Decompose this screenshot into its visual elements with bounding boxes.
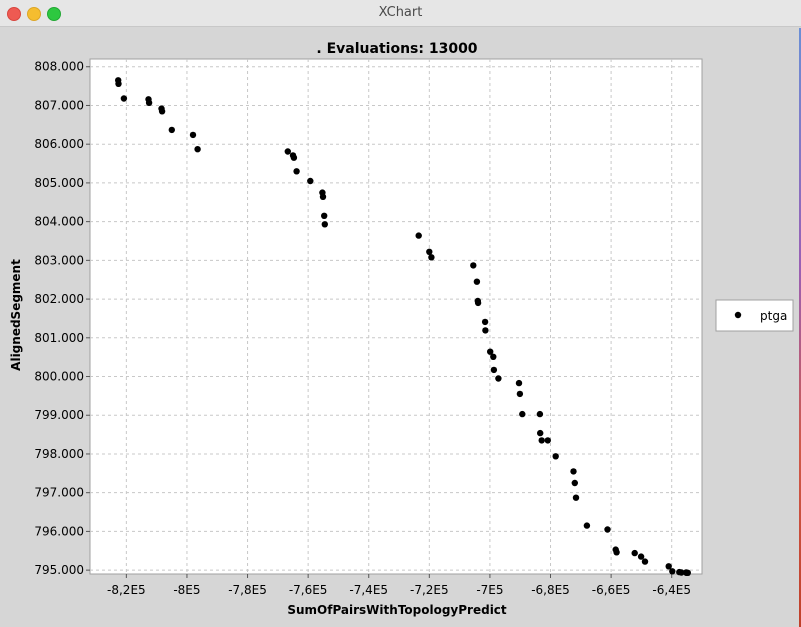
data-point <box>669 568 676 575</box>
y-tick-label: 804.000 <box>34 215 84 229</box>
desktop-edge <box>799 28 801 627</box>
data-point <box>307 177 314 185</box>
data-point <box>637 553 645 560</box>
data-point <box>284 148 291 155</box>
data-point <box>158 108 166 115</box>
data-point <box>515 379 523 387</box>
data-point <box>552 453 559 460</box>
y-axis-label: AlignedSegment <box>9 259 23 371</box>
data-point <box>604 526 611 533</box>
x-tick-label: -8,2E5 <box>107 583 146 597</box>
data-point <box>684 569 691 576</box>
x-tick-label: -7,4E5 <box>349 583 388 597</box>
grid <box>90 59 702 574</box>
legend-box <box>715 299 794 332</box>
scatter-chart: -8,2E5 -8E5 -7,8E5 -7,6E5 -7,4E5 -7,2E5 -7E5 -6… <box>9 41 794 617</box>
x-tick-label: -7,6E5 <box>289 583 328 597</box>
data-point <box>145 99 153 107</box>
data-point <box>536 410 544 418</box>
data-point <box>495 375 502 382</box>
data-points <box>115 77 691 576</box>
data-point <box>571 479 578 487</box>
data-point <box>641 558 649 565</box>
data-point <box>474 299 482 307</box>
x-tick-label: -7,8E5 <box>228 583 267 597</box>
data-point <box>583 522 591 529</box>
data-point <box>290 154 298 161</box>
data-point <box>487 348 494 355</box>
data-point <box>482 327 489 334</box>
y-tick-label: 796.000 <box>34 524 84 538</box>
x-tick-label: -7E5 <box>476 583 503 597</box>
data-point <box>481 318 489 326</box>
data-point <box>473 278 481 285</box>
y-tick-label: 808.000 <box>34 60 84 74</box>
x-tick-label: -6,8E5 <box>531 583 570 597</box>
x-tick-label: -8E5 <box>173 583 200 597</box>
y-tick-label: 799.000 <box>34 408 84 422</box>
legend-marker <box>734 311 742 319</box>
data-point <box>572 494 580 501</box>
y-tick-label: 803.000 <box>34 253 84 267</box>
data-point <box>426 248 433 255</box>
y-tick-label: 795.000 <box>34 563 84 577</box>
x-tick-label: -6,6E5 <box>592 583 631 597</box>
legend-label-ptga: ptga <box>760 309 787 323</box>
close-window-button[interactable] <box>7 7 21 21</box>
data-point <box>293 168 300 175</box>
y-tick-label: 801.000 <box>34 331 84 345</box>
data-point <box>470 262 477 269</box>
zoom-window-button[interactable] <box>47 7 61 21</box>
legend: ptga <box>715 299 794 332</box>
x-tick-label: -7,2E5 <box>410 583 449 597</box>
data-point <box>570 468 577 475</box>
x-tick-label: -6,4E5 <box>652 583 691 597</box>
data-point <box>319 193 327 200</box>
data-point <box>321 221 328 228</box>
window-title: XChart <box>378 5 423 20</box>
data-point <box>189 131 197 139</box>
data-point <box>194 146 201 153</box>
data-point <box>537 429 544 437</box>
chart-title: . Evaluations: 13000 <box>316 41 477 57</box>
data-point <box>428 254 435 261</box>
data-point <box>613 549 620 556</box>
data-point <box>631 549 638 557</box>
plot-area <box>89 58 703 575</box>
data-point <box>519 410 526 418</box>
data-point <box>544 437 551 444</box>
data-point <box>490 353 497 360</box>
x-axis-label: SumOfPairsWithTopologyPredict <box>287 603 507 617</box>
y-tick-label: 797.000 <box>34 486 84 500</box>
axis-ticks: -8,2E5 -8E5 -7,8E5 -7,6E5 -7,4E5 -7,2E5 -7E5 -6… <box>34 60 691 597</box>
y-tick-label: 802.000 <box>34 292 84 306</box>
data-point <box>415 232 422 239</box>
y-tick-label: 805.000 <box>34 176 84 190</box>
y-tick-label: 806.000 <box>34 137 84 151</box>
data-point <box>490 366 498 374</box>
y-tick-label: 807.000 <box>34 98 84 112</box>
data-point <box>516 390 524 398</box>
data-point <box>168 126 175 134</box>
data-point <box>115 80 122 88</box>
data-point <box>120 95 128 102</box>
y-tick-label: 800.000 <box>34 370 84 384</box>
data-point <box>538 437 545 444</box>
data-point <box>665 563 672 570</box>
window-titlebar: XChart <box>0 0 801 27</box>
minimize-window-button[interactable] <box>27 7 41 21</box>
data-point <box>321 212 328 219</box>
data-point <box>678 569 685 576</box>
y-tick-label: 798.000 <box>34 447 84 461</box>
